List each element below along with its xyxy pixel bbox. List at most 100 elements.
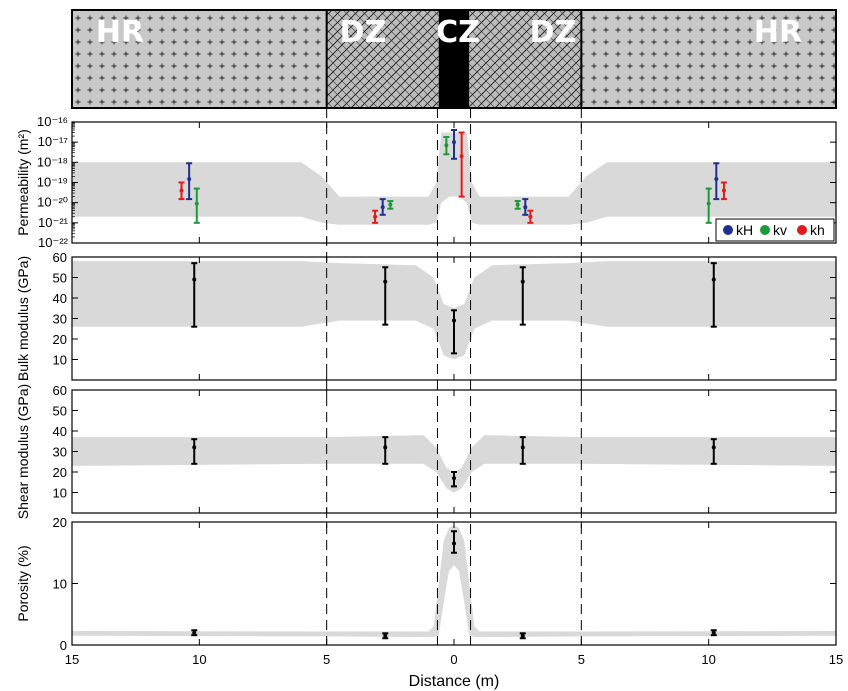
shear-modulus-data-point <box>382 436 389 465</box>
permeability-marker <box>528 214 533 219</box>
permeability-ytick-label: 10⁻¹⁶ <box>37 114 68 129</box>
permeability-kH-point <box>451 129 457 160</box>
bulk-modulus-data-point <box>451 309 457 355</box>
damage-zone-frame <box>325 9 583 109</box>
shear-modulus-marker <box>711 445 716 450</box>
shear-modulus-marker <box>520 445 525 450</box>
bulk-modulus-ytick-label: 10 <box>53 353 67 368</box>
x-tick-label: 15 <box>65 652 79 667</box>
permeability-kh-point <box>458 131 465 198</box>
porosity-marker <box>383 633 388 638</box>
shear-modulus-ytick-label: 10 <box>53 486 67 501</box>
porosity-ylabel: Porosity (%) <box>15 545 31 621</box>
shear-modulus-data-point <box>451 471 457 488</box>
permeability-marker <box>459 154 464 159</box>
permeability-marker <box>444 143 449 148</box>
legend-label-kH: kH <box>736 222 753 238</box>
x-axis: 15 10 5 0 5 10 15 <box>65 652 843 667</box>
permeability-kh-point <box>372 209 379 224</box>
x-tick-label: 10 <box>192 652 206 667</box>
shear-modulus-data-point <box>710 438 717 465</box>
permeability-band <box>72 132 836 225</box>
bulk-modulus-marker <box>520 279 525 284</box>
bulk-modulus-marker <box>452 318 456 323</box>
x-tick-label: 15 <box>829 652 843 667</box>
legend: kH kv kh <box>715 218 835 242</box>
permeability-kv-point <box>514 200 521 210</box>
zone-label-3: DZ <box>530 15 577 50</box>
porosity-data-point <box>191 629 198 637</box>
porosity-marker <box>711 630 716 635</box>
shear-modulus-ytick-label: 30 <box>53 445 67 460</box>
legend-box <box>715 218 835 242</box>
permeability-marker <box>187 176 192 181</box>
zone-2-fill <box>438 10 470 108</box>
permeability-kv-point <box>387 200 394 210</box>
permeability-marker <box>388 202 393 207</box>
permeability-ytick-label: 10⁻¹⁸ <box>37 154 68 169</box>
x-tick-label: 5 <box>578 652 585 667</box>
legend-marker-kv <box>760 225 770 235</box>
bulk-modulus-ytick-label: 40 <box>53 291 67 306</box>
zone-3-fill <box>469 10 582 108</box>
legend-label-kh: kh <box>810 222 825 238</box>
permeability-kv-point <box>193 187 200 224</box>
porosity-data-point <box>710 629 717 637</box>
x-tick-label: 5 <box>323 652 330 667</box>
permeability-kH-point <box>713 162 720 201</box>
permeability-kv-point <box>443 136 450 156</box>
zone-boundaries <box>326 108 582 645</box>
bulk-modulus-data-point <box>382 266 389 326</box>
shear-modulus-marker <box>192 445 197 450</box>
permeability-kv-point <box>705 187 712 224</box>
zone-label-2: CZ <box>436 15 480 50</box>
bulk-modulus-data-point <box>191 262 198 328</box>
porosity-marker <box>520 633 525 638</box>
permeability-marker <box>380 205 385 210</box>
porosity-ytick-label: 20 <box>53 515 67 530</box>
bulk-modulus-data-point <box>519 266 526 326</box>
plot-panels: 10⁻¹⁶ 10⁻¹⁷ 10⁻¹⁸ 10⁻¹⁹ 10⁻²⁰ 10⁻²¹ 10⁻²² Perme… <box>15 114 837 653</box>
porosity-marker <box>192 630 197 635</box>
shear-modulus-ytick-label: 20 <box>53 465 67 480</box>
permeability-marker <box>194 201 199 206</box>
zone-4-fill <box>581 10 836 108</box>
porosity-marker <box>452 541 456 546</box>
bulk-modulus-marker <box>711 277 716 282</box>
panel-shear-modulus: 10 20 30 40 50 60 Shear modulus (GPa) <box>15 383 837 519</box>
zone-0-fill <box>72 10 327 108</box>
bulk-modulus-ylabel: Bulk modulus (GPa) <box>15 256 31 381</box>
permeability-kh-point <box>720 181 727 201</box>
permeability-ytick-label: 10⁻¹⁹ <box>37 175 68 190</box>
shear-modulus-ytick-label: 50 <box>53 404 67 419</box>
permeability-kH-point <box>522 198 529 216</box>
bulk-modulus-ytick-label: 60 <box>53 250 67 265</box>
x-tick-label: 0 <box>450 652 457 667</box>
bulk-modulus-ytick-label: 50 <box>53 271 67 286</box>
permeability-marker <box>515 202 520 207</box>
shear-modulus-ytick-label: 60 <box>53 383 67 398</box>
legend-label-kv: kv <box>773 222 787 238</box>
panel-bulk-modulus: 10 20 30 40 50 60 Bulk modulus (GPa) <box>15 250 837 381</box>
permeability-kh-point <box>178 181 185 201</box>
permeability-marker <box>714 176 719 181</box>
zone-strip: HR DZ CZ DZ HR <box>71 9 837 109</box>
zone-label-4: HR <box>754 15 802 50</box>
legend-marker-kh <box>797 225 807 235</box>
permeability-kH-point <box>186 162 193 201</box>
bulk-modulus-marker <box>192 277 197 282</box>
permeability-marker <box>373 214 378 219</box>
shear-modulus-data-point <box>191 438 198 465</box>
bulk-modulus-data-point <box>710 262 717 328</box>
panel-permeability: 10⁻¹⁶ 10⁻¹⁷ 10⁻¹⁸ 10⁻¹⁹ 10⁻²⁰ 10⁻²¹ 10⁻²² Perme… <box>15 114 837 250</box>
permeability-kh-point <box>527 209 534 224</box>
permeability-ytick-label: 10⁻²¹ <box>38 215 69 230</box>
porosity-data-point <box>451 530 457 554</box>
legend-marker-kH <box>723 225 733 235</box>
bulk-modulus-ytick-label: 20 <box>53 332 67 347</box>
zone-label-0: HR <box>96 15 144 50</box>
permeability-marker <box>721 188 726 193</box>
x-tick-label: 10 <box>701 652 715 667</box>
permeability-ytick-label: 10⁻²⁰ <box>37 195 68 210</box>
bulk-modulus-marker <box>383 279 388 284</box>
